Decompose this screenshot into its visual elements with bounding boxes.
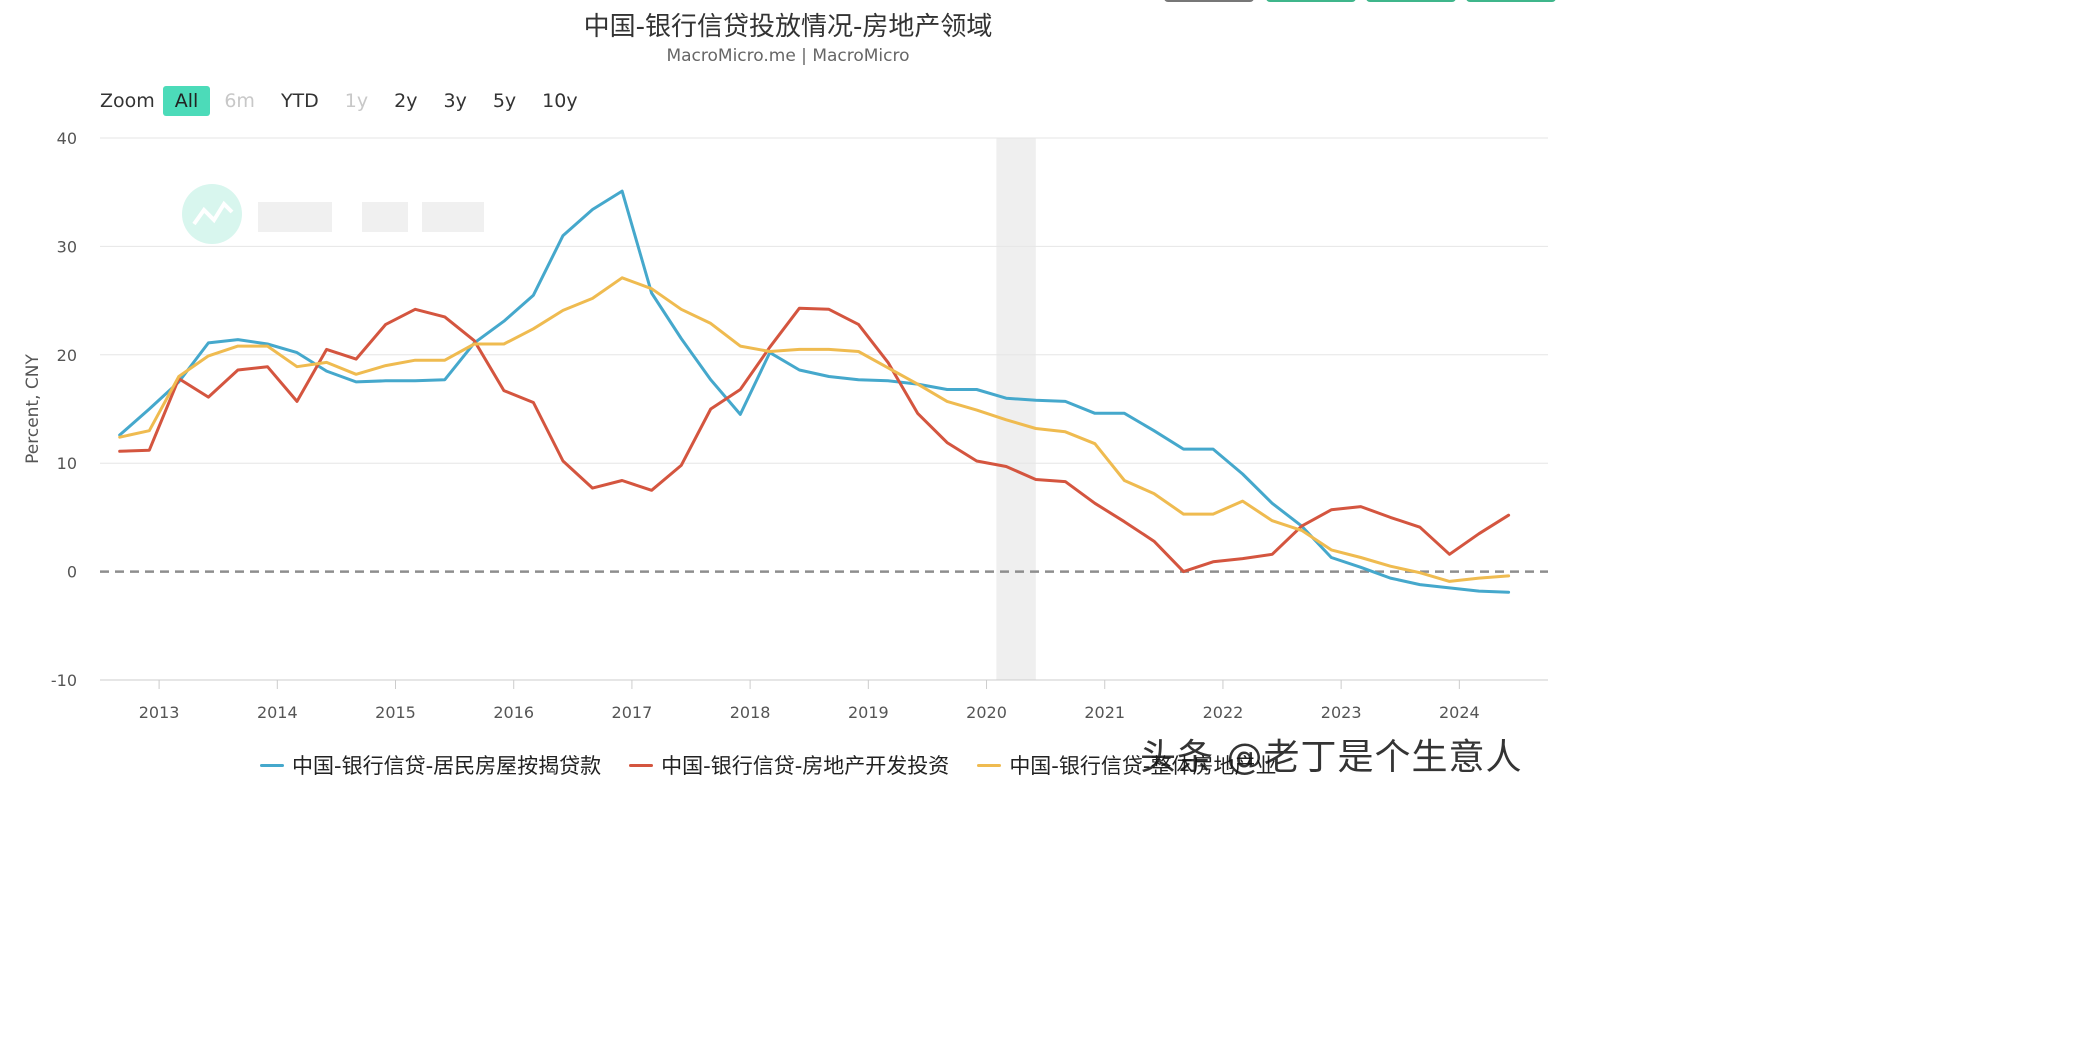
legend-swatch-development	[629, 763, 654, 767]
legend-swatch-overall	[977, 763, 1002, 767]
chart-subtitle: MacroMicro.me | MacroMicro	[666, 46, 910, 66]
zoom-bar: Zoom All 6m YTD 1y 2y 3y 5y 10y	[100, 84, 592, 118]
zoom-button-6m: 6m	[224, 90, 255, 112]
zoom-button-10y[interactable]: 10y	[542, 90, 578, 112]
line-chart: 2013 2014 2015 2016 2017 2018 2019 2020 2021 2022…	[23, 129, 1548, 722]
x-tick-label: 2019	[848, 703, 889, 722]
x-tick-label: 2016	[493, 703, 534, 722]
zoom-button-3y[interactable]: 3y	[443, 90, 467, 112]
legend-item-overall[interactable]: 中国-银行信贷-整体房地产业	[977, 750, 1276, 780]
series-line-development[interactable]	[118, 306, 1511, 574]
series-line-mortgage[interactable]	[118, 189, 1511, 594]
y-tick-label: 0	[67, 563, 77, 582]
legend-swatch-mortgage	[260, 763, 284, 767]
series-line-overall[interactable]	[118, 276, 1511, 583]
x-tick-label: 2020	[966, 703, 1007, 722]
zoom-label: Zoom	[100, 90, 155, 112]
x-tick-label: 2021	[1084, 703, 1125, 722]
y-tick-label: 30	[57, 237, 77, 256]
x-tick-label: 2017	[612, 703, 653, 722]
y-tick-label: 20	[57, 346, 77, 365]
watermark: 头条 @老丁是个生意人	[1140, 737, 1523, 778]
zoom-button-1y: 1y	[344, 90, 369, 112]
x-tick-label: 2023	[1321, 703, 1362, 722]
top-button-1[interactable]	[1164, 0, 1254, 2]
x-tick-label: 2015	[375, 703, 416, 722]
logo-placeholder	[182, 184, 484, 244]
zoom-button-5y[interactable]: 5y	[492, 90, 517, 112]
top-button-2[interactable]	[1266, 0, 1356, 2]
shaded-band	[996, 138, 1036, 680]
legend-label-overall: 中国-银行信贷-整体房地产业	[1009, 754, 1277, 778]
zoom-button-all[interactable]: All	[162, 86, 211, 116]
top-button-3[interactable]	[1366, 0, 1456, 2]
x-tick-label: 2013	[139, 703, 180, 722]
legend-item-mortgage[interactable]: 中国-银行信贷-居民房屋按揭贷款	[260, 750, 601, 780]
legend: 中国-银行信贷-居民房屋按揭贷款 中国-银行信贷-房地产开发投资 中国-银行信贷…	[260, 750, 1304, 780]
legend-item-development[interactable]: 中国-银行信贷-房地产开发投资	[629, 750, 949, 780]
x-tick-label: 2018	[730, 703, 771, 722]
zoom-button-ytd[interactable]: YTD	[280, 90, 319, 112]
x-tick-label: 2024	[1439, 703, 1480, 722]
legend-label-mortgage: 中国-银行信贷-居民房屋按揭贷款	[292, 754, 602, 778]
y-tick-label: 10	[57, 454, 77, 473]
top-button-4[interactable]	[1466, 0, 1556, 2]
chart-title: 中国-银行信贷投放情况-房地产领域	[583, 12, 993, 42]
x-tick-label: 2022	[1203, 703, 1244, 722]
x-tick-label: 2014	[257, 703, 298, 722]
y-axis-label: Percent, CNY	[23, 354, 43, 464]
zoom-button-2y[interactable]: 2y	[394, 90, 418, 112]
legend-label-development: 中国-银行信贷-房地产开发投资	[661, 754, 950, 778]
y-tick-label: -10	[51, 671, 77, 690]
y-tick-label: 40	[57, 129, 77, 148]
